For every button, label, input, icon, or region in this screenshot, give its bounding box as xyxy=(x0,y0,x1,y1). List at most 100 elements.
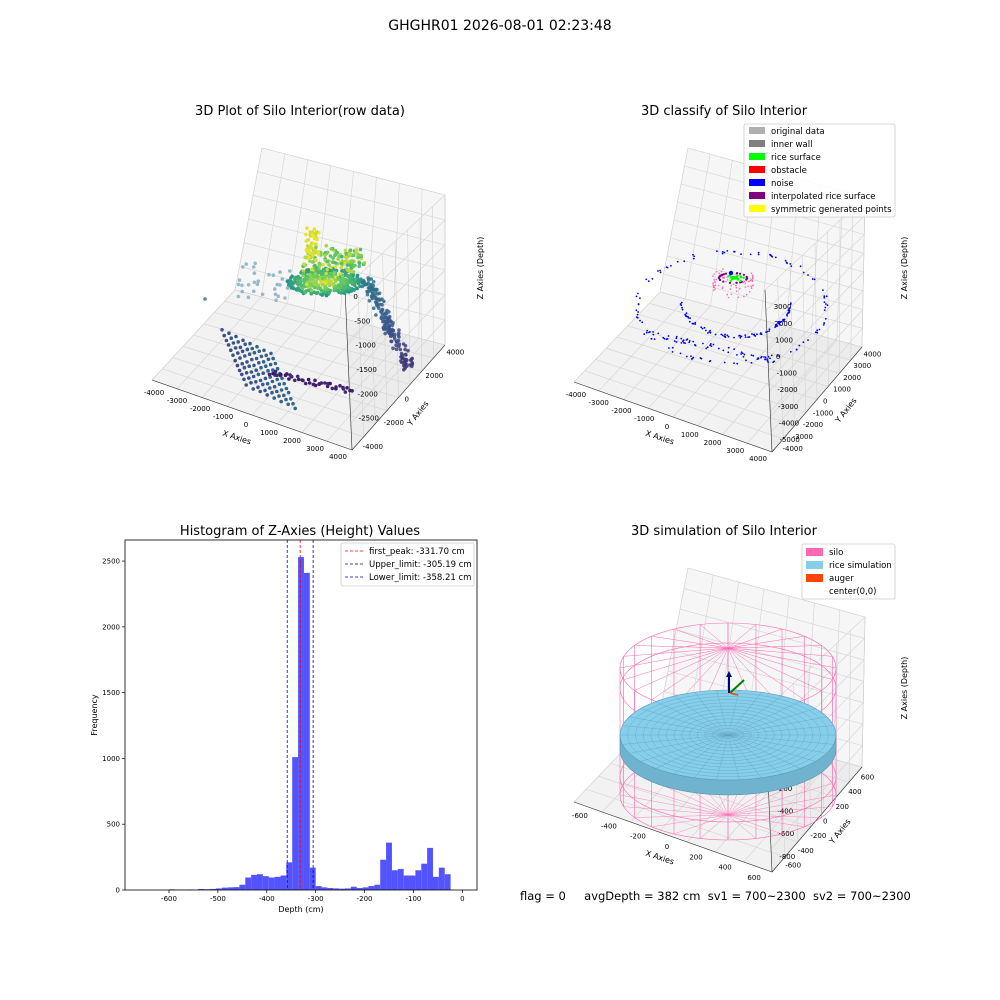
scatter-point xyxy=(355,286,359,291)
classified-point xyxy=(729,279,732,282)
scatter-point xyxy=(254,380,258,384)
classified-point xyxy=(728,270,734,276)
scatter-point xyxy=(313,263,317,268)
classified-point xyxy=(712,289,715,292)
rice-mesh-spoke xyxy=(629,734,729,754)
classified-point xyxy=(735,281,738,284)
z-gridline xyxy=(663,273,863,432)
classified-point xyxy=(760,355,763,358)
scatter-point xyxy=(261,360,266,364)
scatter-point xyxy=(254,368,258,373)
scatter-point xyxy=(237,278,242,282)
scatter-point xyxy=(313,248,317,253)
z-tick-label: -800 xyxy=(779,853,795,861)
scatter-point xyxy=(329,265,333,270)
scatter-point xyxy=(289,374,294,379)
scatter-point xyxy=(304,282,309,287)
classified-point xyxy=(688,320,691,323)
scatter-point xyxy=(245,347,250,352)
histogram-bar xyxy=(262,876,269,890)
z-tick-label: -2000 xyxy=(777,386,797,394)
y-tick-label: -4000 xyxy=(783,445,803,453)
status-sv2: sv2 = 700~2300 xyxy=(812,889,911,903)
scatter-point xyxy=(244,383,248,387)
classified-point xyxy=(688,341,691,344)
rice-mesh-spoke xyxy=(694,692,729,736)
scatter-point xyxy=(236,351,240,355)
classified-point xyxy=(730,285,732,287)
classified-point xyxy=(680,342,683,344)
classified-point xyxy=(789,303,792,306)
histogram-bar xyxy=(280,875,287,890)
classified-point xyxy=(659,269,661,272)
scatter-point xyxy=(308,272,312,277)
scatter-point xyxy=(359,253,363,258)
silo-roof-line xyxy=(727,647,805,701)
scatter-point xyxy=(268,362,273,367)
scatter-point xyxy=(379,315,384,319)
classified-point xyxy=(694,323,697,325)
scatter-point xyxy=(304,255,308,260)
legend-entry: original data xyxy=(771,127,825,137)
rice-mesh-spoke xyxy=(673,734,729,775)
classified-point xyxy=(745,276,749,280)
x-tick-label: -200 xyxy=(357,895,373,903)
classified-point xyxy=(680,301,683,304)
classified-point xyxy=(748,336,751,338)
classified-point xyxy=(760,332,762,334)
legend-box xyxy=(340,542,475,587)
scatter-point xyxy=(304,239,309,243)
rice-mesh-spoke xyxy=(673,695,729,736)
x-tick-label: -500 xyxy=(210,895,226,903)
legend-entry: Upper_limit: -305.19 cm xyxy=(369,560,472,570)
classified-point xyxy=(706,346,709,349)
classified-point xyxy=(745,359,747,362)
scatter-point xyxy=(272,384,277,389)
classified-point xyxy=(683,260,686,263)
scatter-point xyxy=(356,281,361,286)
silo-roof-line xyxy=(727,647,833,657)
scatter-point xyxy=(325,259,330,264)
scatter-point xyxy=(255,344,259,349)
legend-entry: rice simulation xyxy=(829,561,892,571)
histogram-bar xyxy=(409,875,416,890)
scatter-point xyxy=(285,286,290,290)
classified-point xyxy=(765,331,767,333)
legend-entry: interpolated rice surface xyxy=(771,192,876,202)
scatter-point xyxy=(348,279,353,283)
silo-floor-line xyxy=(727,814,822,818)
classified-point xyxy=(643,333,646,335)
classified-point xyxy=(705,347,708,350)
scatter-point xyxy=(233,346,238,350)
scatter-point xyxy=(224,338,229,343)
classified-point xyxy=(689,317,691,320)
scatter-point xyxy=(265,393,270,397)
scatter-point xyxy=(347,290,351,294)
scatter-point xyxy=(383,331,388,336)
classified-point xyxy=(690,355,692,357)
scatter-point xyxy=(285,279,290,284)
classified-point xyxy=(694,321,697,324)
scatter-point xyxy=(328,254,333,258)
scatter-point xyxy=(263,388,267,393)
silo-roof-line xyxy=(727,647,822,691)
scatter-point xyxy=(273,287,277,291)
z-gridline xyxy=(667,670,864,826)
classified-point xyxy=(778,320,781,323)
scatter-point xyxy=(330,282,335,287)
scatter-point xyxy=(366,289,370,294)
histogram-bar xyxy=(327,888,334,890)
classified-point xyxy=(773,360,776,363)
scatter-point xyxy=(271,368,275,372)
classified-point xyxy=(757,251,760,254)
scatter-point xyxy=(259,354,264,359)
scatter-point xyxy=(324,243,329,248)
scatter-point xyxy=(278,283,282,287)
scatter-point xyxy=(231,353,235,358)
scatter-point xyxy=(251,374,256,379)
classified-point xyxy=(752,275,754,277)
scatter-point xyxy=(384,315,389,320)
scatter-point xyxy=(310,254,315,259)
plot-frame xyxy=(124,539,478,891)
classified-point xyxy=(721,252,724,255)
